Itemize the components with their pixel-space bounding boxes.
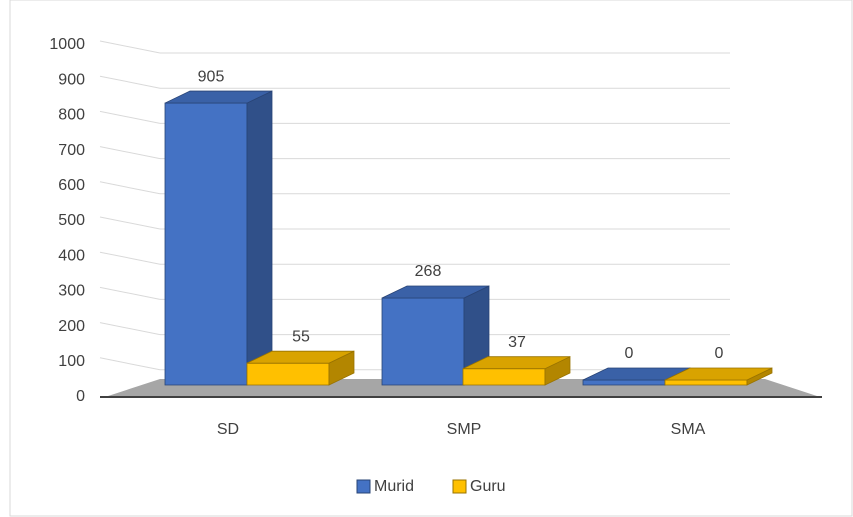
grid-line bbox=[99, 181, 161, 195]
bar-face bbox=[246, 362, 330, 386]
bar-face bbox=[164, 90, 273, 104]
bar-face bbox=[582, 379, 666, 386]
bar-face bbox=[246, 350, 355, 364]
y-tick-label: 100 bbox=[58, 353, 85, 370]
bar-face bbox=[381, 297, 465, 386]
x-tick-label: SD bbox=[217, 421, 239, 438]
y-tick-label: 500 bbox=[58, 212, 85, 229]
value-label: 55 bbox=[292, 328, 310, 345]
x-tick-label: SMA bbox=[671, 421, 706, 438]
bar bbox=[381, 285, 490, 386]
y-tick-label: 0 bbox=[76, 388, 85, 405]
y-tick-label: 600 bbox=[58, 177, 85, 194]
value-label: 905 bbox=[198, 68, 225, 85]
legend-label: Murid bbox=[374, 478, 414, 495]
y-tick-label: 400 bbox=[58, 247, 85, 264]
value-label: 268 bbox=[415, 263, 442, 280]
y-tick-label: 1000 bbox=[49, 36, 85, 53]
y-tick-label: 300 bbox=[58, 283, 85, 300]
y-tick-label: 700 bbox=[58, 142, 85, 159]
grid-line bbox=[99, 216, 161, 230]
bar-face bbox=[462, 356, 571, 370]
legend-swatch bbox=[356, 479, 371, 494]
grid-line bbox=[99, 146, 161, 160]
bar-face bbox=[664, 367, 773, 381]
value-label: 0 bbox=[625, 345, 634, 362]
y-tick-label: 900 bbox=[58, 71, 85, 88]
value-label: 0 bbox=[715, 345, 724, 362]
legend-swatch bbox=[452, 479, 467, 494]
chart-frame bbox=[9, 0, 853, 517]
grid-line bbox=[99, 286, 161, 300]
bar-face bbox=[462, 368, 546, 386]
legend-label: Guru bbox=[470, 478, 506, 495]
bar bbox=[462, 356, 571, 386]
grid-line bbox=[99, 322, 161, 336]
value-label: 37 bbox=[508, 334, 526, 351]
grid-line bbox=[99, 110, 161, 124]
bar bbox=[164, 90, 273, 386]
y-tick-label: 200 bbox=[58, 318, 85, 335]
grid-line bbox=[99, 251, 161, 265]
x-tick-label: SMP bbox=[447, 421, 482, 438]
bar-face bbox=[381, 285, 490, 299]
bar-face bbox=[664, 379, 748, 386]
grid-line bbox=[99, 357, 161, 371]
grid-line bbox=[99, 40, 161, 54]
bar-face bbox=[164, 102, 248, 386]
bar bbox=[246, 350, 355, 386]
bar-face bbox=[246, 90, 273, 386]
grid-line bbox=[99, 75, 161, 89]
y-tick-label: 800 bbox=[58, 107, 85, 124]
bar bbox=[664, 367, 773, 386]
